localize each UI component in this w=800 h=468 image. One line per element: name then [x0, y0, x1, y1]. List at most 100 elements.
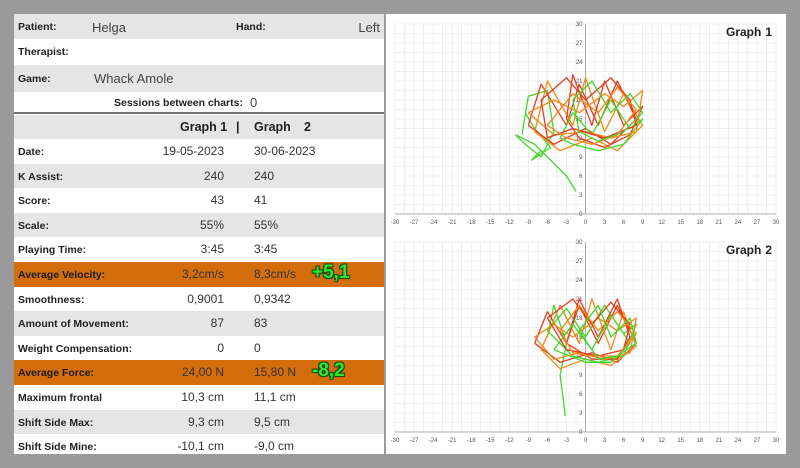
y-tick-label: 3: [579, 193, 583, 199]
y-tick-label: 0: [579, 212, 583, 218]
trace-series-10: [578, 304, 637, 360]
trace-series-8: [546, 298, 631, 357]
trace-series-3: [540, 298, 637, 370]
change-delta: -8,2: [312, 360, 345, 382]
trace-series-9: [546, 86, 637, 145]
col2-header-num: 2: [304, 120, 311, 134]
metric-label: Smoothness:: [18, 293, 85, 306]
graph-2-value: 0: [254, 340, 261, 355]
x-tick-label: 27: [754, 438, 761, 444]
x-tick-label: 9: [641, 220, 645, 226]
table-header-row: Graph 1 | Graph 2: [14, 115, 384, 139]
x-tick-label: 21: [716, 220, 723, 226]
x-tick-label: -3: [564, 438, 570, 444]
graph-1-value: -10,1 cm: [177, 439, 224, 454]
x-tick-label: 6: [622, 220, 626, 226]
graph-title-num: 2: [765, 243, 772, 257]
graph-2-value: 83: [254, 316, 268, 331]
metric-label: K Assist:: [18, 170, 64, 183]
y-tick-label: 9: [579, 155, 583, 161]
y-tick-label: 6: [579, 174, 583, 180]
sessions-value: 0: [250, 95, 258, 110]
metric-label: Scale:: [18, 219, 49, 232]
x-tick-label: -9: [526, 220, 532, 226]
graph-1-value: 19-05-2023: [162, 144, 224, 158]
col-divider: |: [236, 120, 240, 134]
graph-2-value: 8,3cm/s: [254, 267, 297, 281]
x-tick-label: 12: [658, 220, 665, 226]
x-tick-label: 3: [603, 438, 607, 444]
x-tick-label: 0: [584, 220, 588, 226]
y-tick-label: 30: [576, 22, 583, 28]
x-tick-label: -21: [448, 438, 457, 444]
sessions-row: Sessions between charts: 0: [14, 92, 384, 114]
col1-header: Graph 1: [180, 120, 228, 134]
trace-series-10: [572, 80, 644, 142]
sessions-label: Sessions between charts:: [114, 97, 243, 109]
x-tick-label: -30: [391, 438, 400, 444]
x-tick-label: -24: [429, 220, 438, 226]
trace-series-2: [524, 112, 552, 161]
x-tick-label: -21: [448, 220, 457, 226]
x-tick-label: 24: [735, 220, 742, 226]
x-tick-label: 30: [773, 220, 780, 226]
graph-1-value: 87: [210, 316, 224, 331]
x-tick-label: 21: [716, 438, 723, 444]
x-tick-label: -30: [391, 220, 400, 226]
table-row: Maximum frontal 10,3 cm 11,1 cm: [14, 385, 384, 410]
trace-series-5: [565, 74, 644, 149]
graph-2-value: 240: [254, 168, 275, 183]
y-tick-label: 6: [579, 392, 583, 398]
x-tick-label: -18: [467, 220, 476, 226]
x-tick-label: 27: [754, 220, 761, 226]
graph-2-value: 30-06-2023: [254, 144, 316, 158]
graph-title: Graph: [726, 243, 761, 257]
hand-value: Left: [358, 20, 380, 35]
graph-1-value: 9,3 cm: [187, 414, 224, 429]
table-row: Shift Side Max: 9,3 cm 9,5 cm: [14, 409, 384, 435]
graph-1-chart: -30 -27 -24 -21 -18 -15 -12 -9 -6 -3 0 3 6 9 12 15 18 21 2…: [391, 22, 780, 226]
y-tick-label: 18: [576, 316, 583, 322]
metric-label: Average Velocity:: [18, 269, 106, 281]
x-tick-label: -3: [564, 220, 570, 226]
x-tick-label: -6: [545, 438, 551, 444]
change-delta: +5,1: [312, 262, 350, 283]
game-value: Whack Amole: [94, 71, 174, 86]
y-tick-label: 27: [576, 41, 583, 47]
graph-1-value: 3:45: [200, 242, 224, 257]
graph-2-value: 0,9342: [254, 291, 291, 306]
table-row: Shift Side Mine: -10,1 cm -9,0 cm: [14, 434, 384, 454]
trace-series-7: [527, 89, 644, 139]
x-tick-label: -15: [486, 438, 495, 444]
trace-series-5: [565, 298, 631, 360]
graph-1-value: 55%: [199, 217, 224, 232]
y-tick-label: 24: [576, 278, 583, 284]
x-tick-label: 24: [735, 438, 742, 444]
x-tick-label: 6: [622, 438, 626, 444]
x-tick-label: 15: [677, 220, 684, 226]
metric-label: Weight Compensation:: [18, 342, 133, 355]
therapist-row: Therapist:: [14, 39, 384, 65]
table-row: Playing Time: 3:45 3:45: [14, 237, 384, 262]
trace-series-1: [546, 304, 568, 417]
y-tick-label: 27: [576, 259, 583, 265]
y-tick-label: 0: [579, 430, 583, 436]
table-row: Weight Compensation: 0 0: [14, 336, 384, 361]
metric-label: Shift Side Max:: [18, 416, 94, 429]
metric-label: Average Force:: [18, 367, 95, 380]
metric-label: Score:: [18, 195, 51, 208]
game-label: Game:: [18, 73, 51, 85]
col2-header: Graph: [254, 120, 291, 134]
graph-1-value: 240: [203, 168, 224, 183]
x-tick-label: -6: [545, 220, 551, 226]
hand-label: Hand:: [236, 21, 266, 33]
therapist-label: Therapist:: [18, 46, 69, 58]
graph-2-value: 3:45: [254, 242, 278, 257]
graph-1-value: 3,2cm/s: [181, 267, 224, 281]
table-row: Average Force: 24,00 N 15,80 N -8,2: [14, 360, 384, 385]
metric-label: Playing Time:: [18, 244, 87, 257]
y-tick-label: 24: [576, 60, 583, 66]
table-row: Date: 19-05-2023 30-06-2023: [14, 139, 384, 164]
x-tick-label: 18: [696, 220, 703, 226]
y-tick-label: 30: [576, 240, 583, 246]
